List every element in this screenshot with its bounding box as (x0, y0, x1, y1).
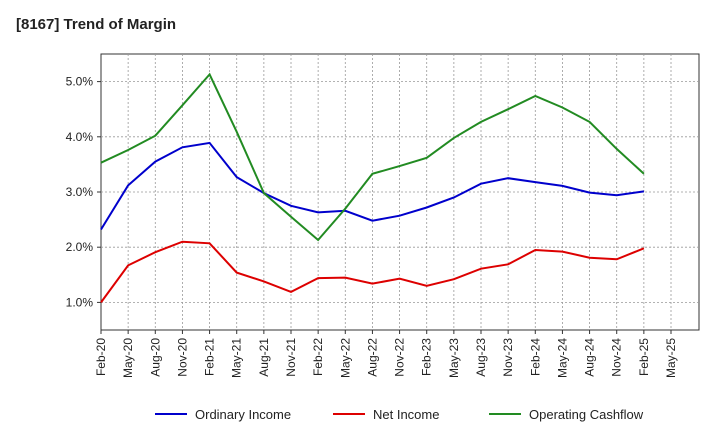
chart-title: [8167] Trend of Margin (16, 16, 177, 33)
plot-area (100, 53, 700, 331)
x-tick-label: Nov-22 (393, 338, 407, 377)
x-tick-label: Aug-22 (365, 338, 379, 377)
x-tick-label: May-25 (664, 338, 678, 378)
x-tick-label: Feb-23 (420, 338, 434, 376)
x-tick-label: Nov-23 (501, 338, 515, 377)
legend-label: Operating Cashflow (529, 407, 644, 422)
x-tick-label: Nov-20 (175, 338, 189, 377)
legend-label: Ordinary Income (195, 407, 291, 422)
x-tick-label: Nov-24 (610, 338, 624, 377)
y-tick-label: 3.0% (66, 185, 94, 199)
x-tick-label: Aug-21 (257, 338, 271, 377)
series-line-ordinary-income (100, 141, 645, 231)
x-tick-label: Feb-20 (94, 338, 108, 376)
y-tick-label: 4.0% (66, 130, 94, 144)
x-tick-label: May-24 (555, 338, 569, 378)
x-tick-label: Aug-24 (583, 338, 597, 377)
x-tick-label: May-22 (338, 338, 352, 378)
x-tick-label: Feb-24 (528, 338, 542, 376)
x-tick-label: Aug-20 (148, 338, 162, 377)
y-tick-label: 5.0% (66, 75, 94, 89)
x-tick-label: May-20 (121, 338, 135, 378)
x-tick-label: Aug-23 (474, 338, 488, 377)
x-tick-label: Nov-21 (284, 338, 298, 377)
x-tick-label: May-21 (230, 338, 244, 378)
series-line-net-income (100, 240, 645, 303)
y-tick-label: 1.0% (66, 295, 94, 309)
x-tick-label: Feb-25 (637, 338, 651, 376)
x-tick-label: May-23 (447, 338, 461, 378)
y-tick-label: 2.0% (66, 240, 94, 254)
x-tick-label: Feb-21 (203, 338, 217, 376)
x-tick-label: Feb-22 (311, 338, 325, 376)
legend-label: Net Income (373, 407, 439, 422)
series-line-operating-cashflow (100, 72, 645, 242)
